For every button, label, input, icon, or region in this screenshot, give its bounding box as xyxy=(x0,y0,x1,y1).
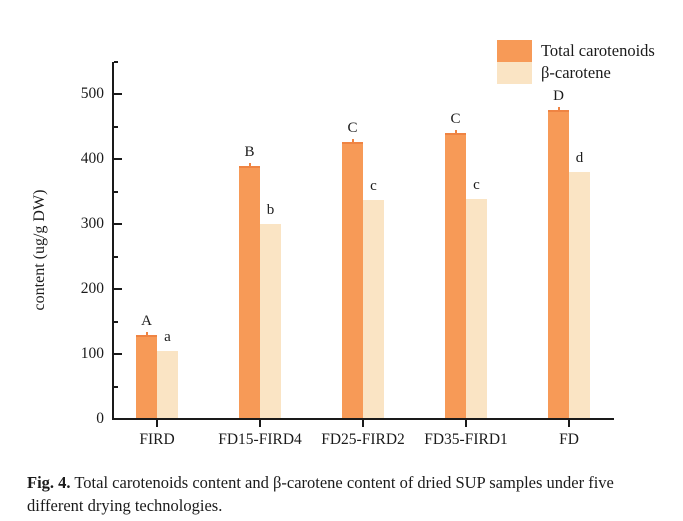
legend-item-beta-carotene: β-carotene xyxy=(497,62,611,84)
bar-total-FD25-FIRD2 xyxy=(342,142,363,418)
figure-caption-label: Fig. 4. xyxy=(27,473,71,492)
figure-caption-text: Total carotenoids content and β-carotene… xyxy=(27,473,614,515)
error-bar-cap xyxy=(548,110,569,113)
x-tick xyxy=(465,420,467,427)
y-tick-label: 400 xyxy=(80,150,104,168)
legend-label-beta-carotene: β-carotene xyxy=(541,63,611,82)
y-minor-tick xyxy=(114,61,118,63)
y-axis-line xyxy=(112,62,114,420)
error-bar-whisker xyxy=(145,331,148,335)
x-tick xyxy=(568,420,570,427)
significance-label: c xyxy=(473,176,480,193)
error-bar-whisker xyxy=(557,107,560,111)
bar-total-FD15-FIRD4 xyxy=(239,165,260,418)
x-tick-label: FD35-FIRD1 xyxy=(424,431,508,448)
x-tick-label: FIRD xyxy=(139,431,175,448)
x-tick-label: FD15-FIRD4 xyxy=(218,431,302,448)
bar-beta-FD35-FIRD1 xyxy=(466,198,487,418)
y-tick-label: 300 xyxy=(80,215,104,233)
error-bar-whisker xyxy=(248,162,251,166)
significance-label: d xyxy=(575,149,584,166)
error-bar-cap xyxy=(445,133,466,136)
x-tick xyxy=(362,420,364,427)
x-tick-label: FD xyxy=(559,431,579,448)
y-tick-label: 500 xyxy=(80,85,104,103)
bar-beta-FD25-FIRD2 xyxy=(363,200,384,418)
figure-caption: Fig. 4. Total carotenoids content and β-… xyxy=(27,471,667,517)
y-minor-tick xyxy=(114,255,118,258)
y-major-tick xyxy=(114,418,122,420)
bar-beta-FD xyxy=(569,171,590,418)
y-minor-tick xyxy=(114,125,118,128)
y-tick-label: 100 xyxy=(80,345,104,363)
x-tick-label: FD25-FIRD2 xyxy=(321,431,405,448)
x-axis-line xyxy=(112,418,614,420)
significance-label: b xyxy=(266,202,275,219)
x-tick xyxy=(156,420,158,427)
legend-item-total-carotenoids: Total carotenoids xyxy=(497,40,655,62)
significance-label: a xyxy=(164,329,171,346)
y-axis-title: content (ug/g DW) xyxy=(31,189,48,311)
significance-label: A xyxy=(141,312,152,329)
legend-swatch-total-carotenoids xyxy=(497,40,532,62)
y-major-tick xyxy=(114,288,122,291)
legend-label-total-carotenoids: Total carotenoids xyxy=(541,41,655,60)
bar-beta-FD15-FIRD4 xyxy=(260,224,281,418)
y-major-tick xyxy=(114,223,122,226)
error-bar-whisker xyxy=(351,139,354,143)
y-minor-tick xyxy=(114,320,118,323)
significance-label: D xyxy=(553,88,564,105)
y-minor-tick xyxy=(114,190,118,193)
bar-beta-FIRD xyxy=(157,351,178,418)
error-bar-cap xyxy=(342,142,363,145)
significance-label: B xyxy=(244,143,255,160)
bar-total-FD35-FIRD1 xyxy=(445,133,466,418)
bar-total-FIRD xyxy=(136,334,157,418)
significance-label: C xyxy=(347,120,358,137)
y-major-tick xyxy=(114,93,122,96)
y-tick-label: 200 xyxy=(80,280,104,298)
y-minor-tick xyxy=(114,385,118,388)
significance-label: c xyxy=(370,178,377,195)
y-major-tick xyxy=(114,353,122,356)
x-tick xyxy=(259,420,261,427)
error-bar-cap xyxy=(239,165,260,168)
error-bar-cap xyxy=(136,334,157,337)
y-major-tick xyxy=(114,158,122,161)
bar-total-FD xyxy=(548,110,569,418)
significance-label: C xyxy=(450,111,461,128)
error-bar-whisker xyxy=(454,130,457,134)
legend-swatch-beta-carotene xyxy=(497,62,532,84)
y-tick-label: 0 xyxy=(96,410,104,427)
